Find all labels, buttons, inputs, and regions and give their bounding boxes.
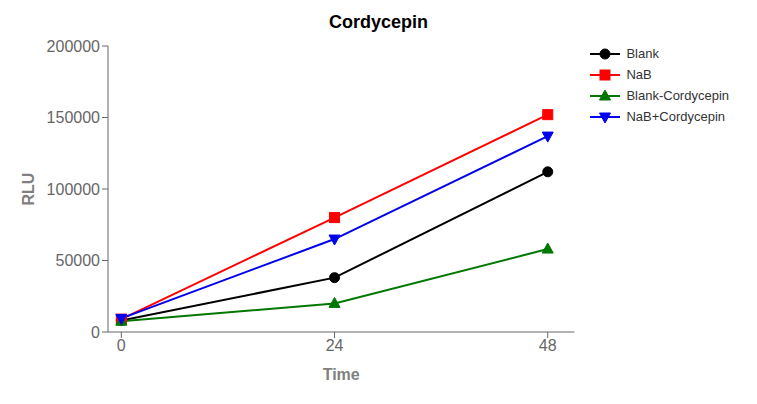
html-text:NaB+Cordycepin: NaB+Cordycepin: [626, 109, 725, 124]
svg-text:RLU: RLU: [20, 173, 37, 206]
html-text:NaB: NaB: [626, 67, 652, 82]
html-text:Cordycepin: Cordycepin: [329, 12, 428, 32]
svg-text:150000: 150000: [47, 109, 100, 126]
svg-text:0: 0: [91, 324, 100, 341]
svg-text:24: 24: [326, 337, 344, 354]
svg-text:200000: 200000: [47, 38, 100, 55]
html-text:Blank: Blank: [626, 46, 659, 61]
svg-text:0: 0: [117, 337, 126, 354]
svg-text:100000: 100000: [47, 181, 100, 198]
svg-text:48: 48: [539, 337, 557, 354]
svg-text:50000: 50000: [56, 252, 101, 269]
html-text:Blank-Cordycepin: Blank-Cordycepin: [626, 88, 729, 103]
svg-text:Time: Time: [323, 366, 360, 383]
